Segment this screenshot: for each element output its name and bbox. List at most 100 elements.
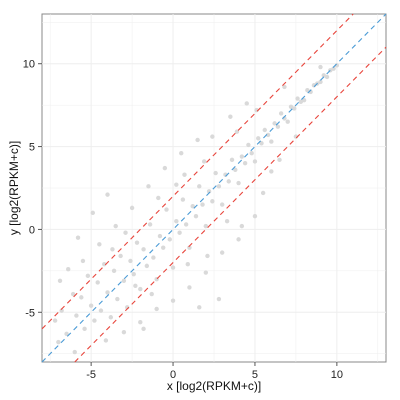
data-point bbox=[262, 127, 267, 133]
data-point bbox=[151, 255, 156, 260]
data-point bbox=[170, 265, 176, 270]
data-point bbox=[249, 151, 254, 156]
data-point bbox=[210, 199, 215, 204]
data-point bbox=[97, 242, 102, 247]
data-point bbox=[144, 263, 150, 269]
points-layer bbox=[52, 63, 340, 355]
data-point bbox=[236, 237, 241, 242]
identity-line bbox=[41, 13, 387, 363]
data-point bbox=[98, 308, 104, 313]
data-point bbox=[187, 245, 192, 250]
data-point bbox=[110, 247, 115, 252]
data-point bbox=[216, 184, 222, 189]
y-tick-label: -5 bbox=[25, 307, 35, 319]
data-point bbox=[219, 250, 225, 255]
data-point bbox=[197, 305, 202, 310]
data-point bbox=[324, 74, 330, 80]
fold-change-line bbox=[41, 13, 354, 330]
data-point bbox=[123, 230, 128, 235]
data-point bbox=[115, 296, 120, 302]
data-point bbox=[228, 114, 233, 119]
data-point bbox=[138, 320, 143, 325]
data-point bbox=[82, 326, 87, 332]
data-point bbox=[288, 104, 294, 110]
data-point bbox=[79, 295, 84, 300]
data-point bbox=[292, 106, 297, 111]
data-point bbox=[321, 73, 326, 78]
x-tick-label: 5 bbox=[252, 369, 258, 381]
data-point bbox=[233, 167, 238, 172]
x-tick-label: 0 bbox=[170, 369, 176, 381]
data-point bbox=[239, 154, 245, 159]
data-point bbox=[278, 111, 284, 116]
data-point bbox=[265, 132, 271, 138]
data-point bbox=[213, 170, 218, 176]
data-point bbox=[259, 141, 264, 146]
data-point bbox=[141, 326, 146, 332]
data-point bbox=[203, 270, 209, 275]
data-point bbox=[174, 218, 179, 224]
data-point bbox=[275, 124, 281, 129]
ticks-layer: -5 0 5 10 -5 0 5 10 bbox=[23, 59, 343, 381]
data-point bbox=[236, 180, 241, 186]
data-point bbox=[59, 308, 64, 313]
fold-change-line bbox=[74, 46, 387, 363]
data-point bbox=[239, 223, 245, 229]
data-point bbox=[242, 160, 248, 166]
data-point bbox=[301, 97, 307, 103]
data-point bbox=[205, 253, 210, 259]
data-point bbox=[105, 192, 110, 197]
data-point bbox=[146, 184, 151, 189]
data-point bbox=[164, 207, 169, 212]
data-point bbox=[269, 139, 274, 144]
data-point bbox=[190, 204, 195, 209]
data-point bbox=[102, 262, 107, 267]
data-point bbox=[52, 318, 58, 323]
data-point bbox=[182, 172, 187, 177]
y-axis-title: y [log2(RPKM+c)] bbox=[7, 141, 21, 235]
data-point bbox=[162, 165, 168, 171]
data-point bbox=[88, 303, 94, 308]
data-point bbox=[295, 96, 300, 101]
data-point bbox=[318, 79, 323, 85]
data-point bbox=[305, 88, 310, 93]
data-point bbox=[216, 296, 222, 302]
data-point bbox=[103, 338, 109, 343]
data-point bbox=[121, 329, 127, 335]
data-point bbox=[174, 182, 179, 187]
data-point bbox=[203, 223, 209, 229]
data-point bbox=[118, 253, 123, 259]
data-point bbox=[179, 151, 184, 156]
data-point bbox=[277, 157, 282, 163]
data-point bbox=[147, 222, 153, 227]
y-tick-label: 10 bbox=[23, 59, 35, 71]
data-point bbox=[170, 298, 176, 303]
data-point bbox=[157, 233, 163, 239]
x-axis-title: x [log2(RPKM+c)] bbox=[167, 379, 261, 393]
data-point bbox=[224, 218, 230, 224]
data-point bbox=[75, 235, 81, 240]
x-tick-label: -5 bbox=[86, 369, 96, 381]
data-point bbox=[108, 315, 114, 320]
data-point bbox=[285, 119, 290, 124]
data-point bbox=[66, 267, 71, 272]
data-point bbox=[134, 240, 140, 245]
data-point bbox=[187, 285, 192, 290]
data-point bbox=[252, 159, 258, 164]
data-point bbox=[105, 290, 110, 295]
data-point bbox=[226, 179, 231, 184]
y-tick-label: 0 bbox=[29, 224, 35, 236]
data-point bbox=[72, 349, 77, 355]
data-point bbox=[244, 101, 249, 106]
data-point bbox=[141, 247, 146, 252]
data-point bbox=[154, 306, 159, 312]
data-point bbox=[193, 213, 199, 219]
reference-lines-layer bbox=[41, 13, 387, 363]
data-point bbox=[282, 84, 287, 90]
data-point bbox=[260, 190, 266, 196]
data-point bbox=[70, 291, 76, 297]
data-point bbox=[331, 66, 336, 71]
data-point bbox=[246, 142, 251, 148]
x-tick-label: 10 bbox=[331, 369, 343, 381]
